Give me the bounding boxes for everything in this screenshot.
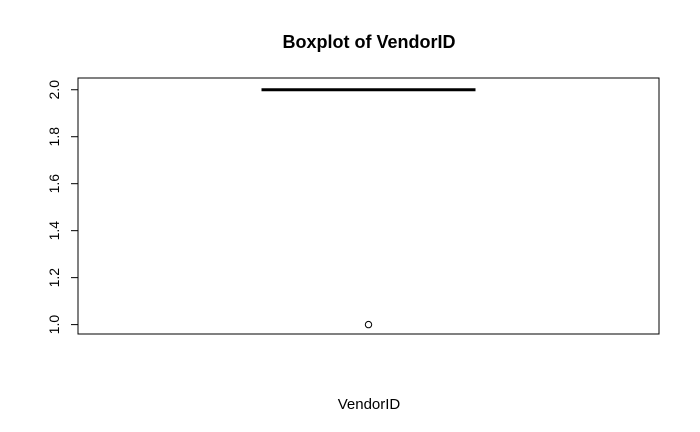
x-axis-label: VendorID — [338, 396, 401, 413]
y-tick-label: 1.2 — [46, 268, 62, 288]
plot-area-frame — [77, 77, 660, 335]
chart-title: Boxplot of VendorID — [283, 32, 456, 52]
y-tick-label: 1.0 — [46, 315, 62, 335]
y-tick-label: 1.6 — [46, 174, 62, 194]
box-marks — [261, 88, 476, 329]
y-tick-label: 2.0 — [46, 80, 62, 100]
y-tick-label: 1.4 — [46, 221, 62, 241]
y-tick-label: 1.8 — [46, 127, 62, 147]
y-axis-ticks: 1.0 1.2 1.4 1.6 1.8 2.0 — [46, 80, 78, 335]
outlier-point — [364, 320, 373, 329]
